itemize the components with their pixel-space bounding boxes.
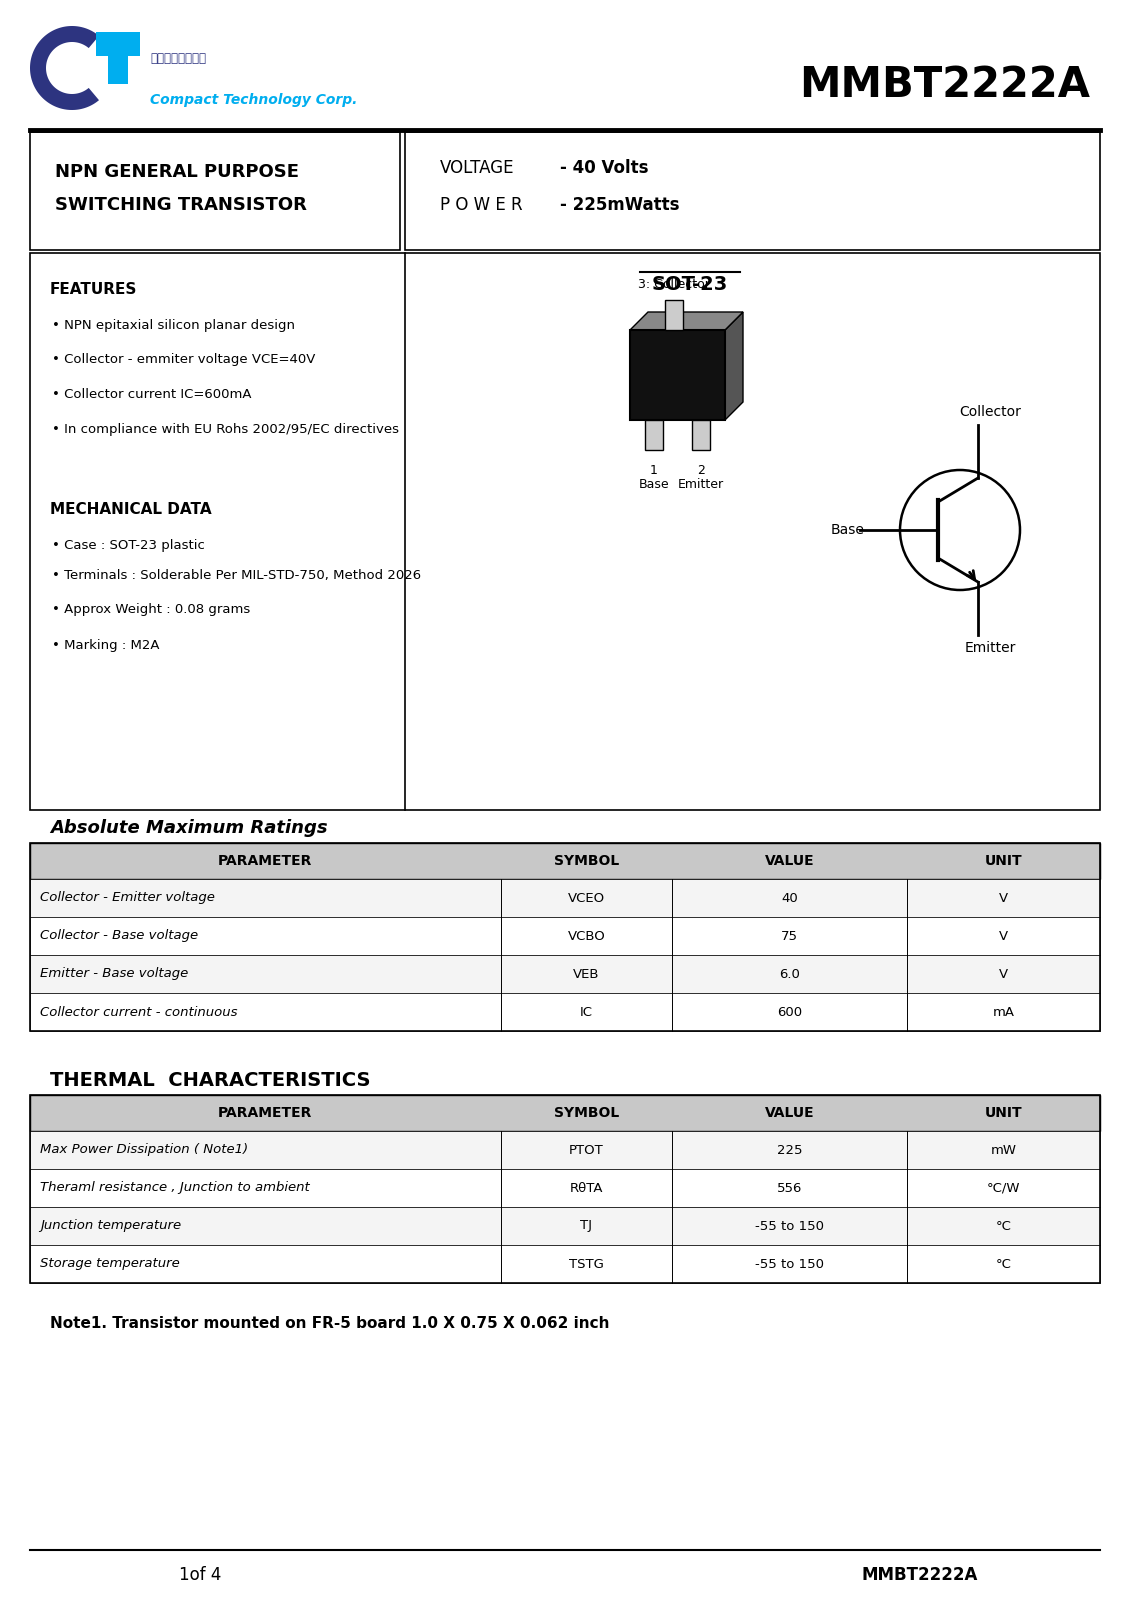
Text: RθTA: RθTA xyxy=(570,1181,603,1195)
Text: Compact Technology Corp.: Compact Technology Corp. xyxy=(150,93,357,107)
Text: Absolute Maximum Ratings: Absolute Maximum Ratings xyxy=(50,819,328,837)
Text: FEATURES: FEATURES xyxy=(50,283,137,298)
Text: VALUE: VALUE xyxy=(765,854,814,867)
Text: Base: Base xyxy=(831,523,865,538)
Text: Base: Base xyxy=(639,478,670,491)
Text: TSTG: TSTG xyxy=(569,1258,604,1270)
Bar xyxy=(692,419,710,450)
Text: Note1. Transistor mounted on FR-5 board 1.0 X 0.75 X 0.062 inch: Note1. Transistor mounted on FR-5 board … xyxy=(50,1315,610,1331)
Text: Emitter - Base voltage: Emitter - Base voltage xyxy=(40,968,188,981)
Text: 1: 1 xyxy=(650,464,658,477)
Text: Max Power Dissipation ( Note1): Max Power Dissipation ( Note1) xyxy=(40,1144,248,1157)
Text: Junction temperature: Junction temperature xyxy=(40,1219,181,1232)
Bar xyxy=(31,843,1100,878)
Bar xyxy=(31,1094,1100,1131)
Text: MECHANICAL DATA: MECHANICAL DATA xyxy=(50,502,211,517)
Text: Emitter: Emitter xyxy=(965,642,1016,654)
Bar xyxy=(31,253,1100,810)
Text: 1of 4: 1of 4 xyxy=(179,1566,222,1584)
Text: • NPN epitaxial silicon planar design: • NPN epitaxial silicon planar design xyxy=(52,318,295,331)
Text: UNIT: UNIT xyxy=(985,1106,1022,1120)
Bar xyxy=(107,56,128,83)
Text: - 225mWatts: - 225mWatts xyxy=(560,195,680,214)
Text: SYMBOL: SYMBOL xyxy=(554,854,619,867)
Text: mA: mA xyxy=(993,1005,1015,1019)
Text: 2: 2 xyxy=(697,464,705,477)
Text: • In compliance with EU Rohs 2002/95/EC directives: • In compliance with EU Rohs 2002/95/EC … xyxy=(52,424,399,437)
Bar xyxy=(31,1245,1100,1283)
Text: MMBT2222A: MMBT2222A xyxy=(862,1566,978,1584)
Text: 600: 600 xyxy=(777,1005,802,1019)
Text: °C/W: °C/W xyxy=(987,1181,1020,1195)
Text: °C: °C xyxy=(995,1258,1011,1270)
Polygon shape xyxy=(31,26,100,110)
Bar xyxy=(630,330,725,419)
Text: SYMBOL: SYMBOL xyxy=(554,1106,619,1120)
Bar xyxy=(31,843,1100,1030)
Text: V: V xyxy=(999,930,1008,942)
Text: • Collector - emmiter voltage VCE=40V: • Collector - emmiter voltage VCE=40V xyxy=(52,354,316,366)
Text: V: V xyxy=(999,891,1008,904)
Text: 6.0: 6.0 xyxy=(779,968,800,981)
Bar xyxy=(405,133,1100,250)
Text: Collector - Emitter voltage: Collector - Emitter voltage xyxy=(40,891,215,904)
Text: 40: 40 xyxy=(782,891,798,904)
Polygon shape xyxy=(725,312,743,419)
Text: NPN GENERAL PURPOSE: NPN GENERAL PURPOSE xyxy=(55,163,299,181)
Text: VCBO: VCBO xyxy=(568,930,605,942)
Text: Theraml resistance , Junction to ambient: Theraml resistance , Junction to ambient xyxy=(40,1181,310,1195)
Polygon shape xyxy=(630,312,743,330)
Text: • Terminals : Solderable Per MIL-STD-750, Method 2026: • Terminals : Solderable Per MIL-STD-750… xyxy=(52,568,421,581)
Text: PARAMETER: PARAMETER xyxy=(218,1106,312,1120)
Bar xyxy=(31,133,400,250)
Text: Collector: Collector xyxy=(959,405,1021,419)
Text: VCEO: VCEO xyxy=(568,891,605,904)
Text: SOT-23: SOT-23 xyxy=(651,275,728,294)
Bar xyxy=(31,1094,1100,1283)
Text: THERMAL  CHARACTERISTICS: THERMAL CHARACTERISTICS xyxy=(50,1070,371,1090)
Text: Storage temperature: Storage temperature xyxy=(40,1258,180,1270)
Text: 75: 75 xyxy=(782,930,798,942)
Text: VALUE: VALUE xyxy=(765,1106,814,1120)
Text: TJ: TJ xyxy=(580,1219,593,1232)
Text: 556: 556 xyxy=(777,1181,802,1195)
Text: 沈偉股份有限公司: 沈偉股份有限公司 xyxy=(150,51,206,64)
Text: VOLTAGE: VOLTAGE xyxy=(440,158,515,178)
Text: 3: Collector: 3: Collector xyxy=(638,278,710,291)
Text: IC: IC xyxy=(580,1005,593,1019)
Bar xyxy=(31,917,1100,955)
Text: P O W E R: P O W E R xyxy=(440,195,523,214)
Text: • Collector current IC=600mA: • Collector current IC=600mA xyxy=(52,389,251,402)
Text: -55 to 150: -55 to 150 xyxy=(756,1258,824,1270)
Bar xyxy=(665,301,683,330)
Text: PTOT: PTOT xyxy=(569,1144,604,1157)
Bar xyxy=(31,994,1100,1030)
Text: Collector - Base voltage: Collector - Base voltage xyxy=(40,930,198,942)
Text: • Marking : M2A: • Marking : M2A xyxy=(52,638,159,651)
Text: mW: mW xyxy=(991,1144,1017,1157)
Text: UNIT: UNIT xyxy=(985,854,1022,867)
Bar xyxy=(31,1170,1100,1206)
Text: MMBT2222A: MMBT2222A xyxy=(798,64,1090,106)
Text: • Case : SOT-23 plastic: • Case : SOT-23 plastic xyxy=(52,539,205,552)
Bar xyxy=(31,1131,1100,1170)
Text: -55 to 150: -55 to 150 xyxy=(756,1219,824,1232)
Text: • Approx Weight : 0.08 grams: • Approx Weight : 0.08 grams xyxy=(52,603,250,616)
Text: Emitter: Emitter xyxy=(677,478,724,491)
Bar xyxy=(31,1206,1100,1245)
Text: SWITCHING TRANSISTOR: SWITCHING TRANSISTOR xyxy=(55,195,307,214)
Bar xyxy=(31,955,1100,994)
Text: Collector current - continuous: Collector current - continuous xyxy=(40,1005,238,1019)
Text: VEB: VEB xyxy=(573,968,599,981)
Text: PARAMETER: PARAMETER xyxy=(218,854,312,867)
Bar xyxy=(31,878,1100,917)
Bar xyxy=(645,419,663,450)
Text: V: V xyxy=(999,968,1008,981)
Text: 225: 225 xyxy=(777,1144,803,1157)
Bar xyxy=(96,32,140,56)
Text: - 40 Volts: - 40 Volts xyxy=(560,158,648,178)
Text: °C: °C xyxy=(995,1219,1011,1232)
